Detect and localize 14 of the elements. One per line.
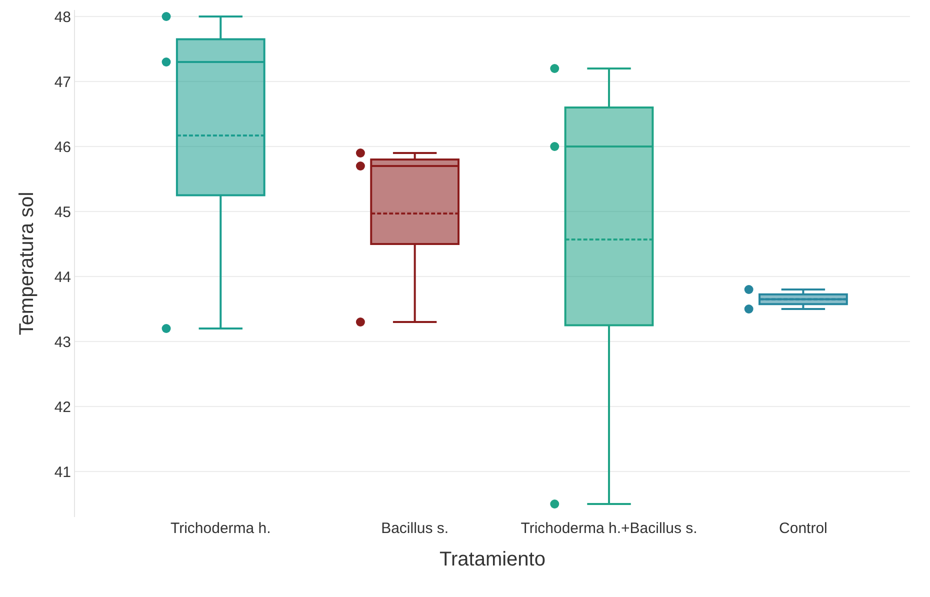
x-tick-label: Control <box>779 520 828 537</box>
x-tick-label: Trichoderma h. <box>170 520 271 537</box>
y-tick-label: 42 <box>54 398 71 416</box>
x-tick-label: Bacillus s. <box>381 520 449 537</box>
x-axis-title: Tratamiento <box>440 548 546 570</box>
y-tick-label: 44 <box>54 268 71 286</box>
y-axis-title: Temperatura sol <box>16 192 38 336</box>
y-tick-label: 48 <box>54 8 71 26</box>
y-tick-label: 47 <box>54 74 71 91</box>
y-tick-label: 45 <box>54 204 71 221</box>
y-tick-label: 43 <box>54 334 71 351</box>
y-tick-label: 46 <box>54 138 71 156</box>
y-tick-label: 41 <box>54 464 71 481</box>
x-tick-label: Trichoderma h.+Bacillus s. <box>520 520 698 537</box>
